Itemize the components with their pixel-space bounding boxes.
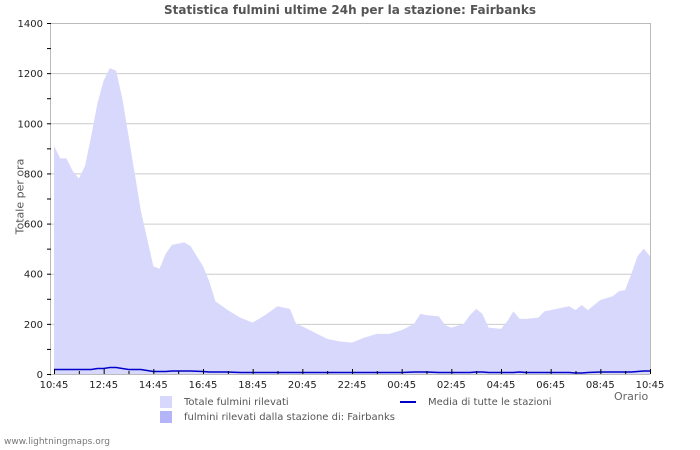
svg-text:10:45: 10:45 bbox=[40, 380, 69, 391]
svg-text:04:45: 04:45 bbox=[487, 380, 516, 391]
svg-text:0: 0 bbox=[37, 370, 43, 381]
svg-text:22:45: 22:45 bbox=[338, 380, 367, 391]
chart-title: Statistica fulmini ultime 24h per la sta… bbox=[164, 3, 536, 17]
svg-text:1200: 1200 bbox=[18, 69, 43, 80]
svg-text:600: 600 bbox=[24, 220, 43, 231]
legend-label-average: Media di tutte le stazioni bbox=[428, 397, 552, 408]
average-line bbox=[54, 366, 650, 374]
svg-text:18:45: 18:45 bbox=[238, 380, 267, 391]
svg-text:16:45: 16:45 bbox=[189, 380, 218, 391]
axes bbox=[47, 23, 651, 376]
legend-swatch-total bbox=[160, 396, 172, 408]
x-tick-labels: 10:45 12:45 14:45 16:45 18:45 20:45 22:45 00:45… bbox=[40, 380, 665, 391]
svg-text:10:45: 10:45 bbox=[636, 380, 665, 391]
y-tick-labels: 0 200 400 600 800 1000 1200 1400 bbox=[18, 19, 43, 381]
footer-source: www.lightningmaps.org bbox=[4, 437, 110, 447]
svg-text:14:45: 14:45 bbox=[139, 380, 168, 391]
svg-text:1400: 1400 bbox=[18, 19, 43, 30]
svg-text:02:45: 02:45 bbox=[437, 380, 466, 391]
legend-item-total: Totale fulmini rilevati bbox=[160, 396, 289, 410]
svg-text:20:45: 20:45 bbox=[288, 380, 317, 391]
svg-text:00:45: 00:45 bbox=[387, 380, 416, 391]
x-axis-label: Orario bbox=[614, 390, 649, 403]
total-area bbox=[54, 68, 650, 374]
legend-label-total: Totale fulmini rilevati bbox=[184, 397, 289, 408]
y-axis-label: Totale per ora bbox=[13, 158, 27, 235]
svg-text:1000: 1000 bbox=[18, 119, 43, 130]
svg-text:12:45: 12:45 bbox=[89, 380, 118, 391]
svg-text:800: 800 bbox=[24, 169, 43, 180]
svg-text:400: 400 bbox=[24, 270, 43, 281]
legend-item-station: fulmini rilevati dalla stazione di: Fair… bbox=[160, 411, 395, 425]
legend-line-average bbox=[400, 401, 416, 403]
svg-text:200: 200 bbox=[24, 320, 43, 331]
svg-text:06:45: 06:45 bbox=[536, 380, 565, 391]
legend-item-average: Media di tutte le stazioni bbox=[400, 396, 552, 410]
svg-text:08:45: 08:45 bbox=[586, 380, 615, 391]
legend-label-station: fulmini rilevati dalla stazione di: Fair… bbox=[184, 412, 395, 423]
legend-swatch-station bbox=[160, 411, 172, 423]
